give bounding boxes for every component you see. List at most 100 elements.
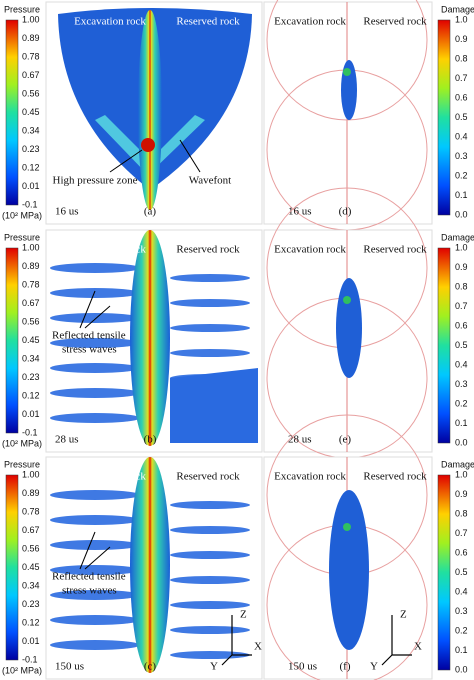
annotation: Wavefont (189, 175, 232, 187)
tick-label: 0.3 (455, 606, 468, 616)
tick-label: 0.56 (22, 88, 40, 98)
tick-label: 0.78 (22, 506, 40, 516)
wave-shell (50, 263, 140, 273)
wave-shell (170, 626, 250, 634)
wave-shell (50, 288, 140, 298)
arrow (79, 290, 96, 329)
colorbar-title: Damage (441, 4, 474, 14)
colorbar (5, 474, 19, 661)
axis-label: Z (400, 609, 407, 621)
tick-label: 0.9 (455, 262, 468, 272)
region-label: Reserved rock (363, 244, 427, 256)
tick-label: 0.12 (22, 390, 40, 400)
wave-shell (50, 338, 140, 348)
tick-label: 0.12 (22, 162, 40, 172)
tick-label: 0.45 (22, 562, 40, 572)
colorbar (5, 247, 19, 434)
tick-label: 1.0 (455, 469, 468, 479)
panel-tag: (b) (144, 434, 157, 446)
wave-shell (170, 274, 250, 282)
tick-label: 0.78 (22, 279, 40, 289)
tick-label: 0.4 (455, 131, 468, 141)
axis-label: X (414, 641, 422, 653)
tick-label: 1.00 (22, 14, 40, 24)
region-label: Excavation rock (274, 471, 346, 483)
panel-tag: (f) (340, 661, 351, 673)
tick-label: 0.01 (22, 181, 40, 191)
tick-label: 0.6 (455, 547, 468, 557)
damage-zone (336, 278, 362, 378)
high-pressure-spot (141, 138, 155, 152)
wave-shell (50, 565, 140, 575)
tick-label: 0.7 (455, 301, 468, 311)
tick-label: 0.9 (455, 489, 468, 499)
arrow (109, 149, 143, 173)
wave-shell (50, 490, 140, 500)
panel-tag: (e) (339, 434, 352, 446)
tick-label: 0.0 (455, 437, 468, 447)
tick-label: 0.01 (22, 409, 40, 419)
tick-label: 0.8 (455, 508, 468, 518)
annotation: High pressure zone (53, 175, 138, 187)
tick-label: 0.45 (22, 335, 40, 345)
axis-label: Y (210, 661, 218, 673)
colorbar-title: Pressure (4, 4, 40, 14)
damage-top (343, 68, 351, 76)
tick-label: 1.00 (22, 469, 40, 479)
annotation: Reflected tensile (52, 571, 126, 583)
outline (266, 0, 428, 121)
region-label: Reserved rock (176, 471, 240, 483)
tick-label: 0.1 (455, 645, 468, 655)
wave-shell (170, 526, 250, 534)
tick-label: 0.89 (22, 33, 40, 43)
axis-label: Z (240, 609, 247, 621)
region-label: Reserved rock (363, 471, 427, 483)
tick-label: 0.89 (22, 261, 40, 271)
tick-label: 0.34 (22, 353, 40, 363)
axis-label: Y (370, 661, 378, 673)
region-label: Excavation rock (74, 244, 146, 256)
tick-label: 1.0 (455, 14, 468, 24)
wave-shell (170, 551, 250, 559)
arrow (84, 546, 111, 570)
wave-shell (170, 501, 250, 509)
tick-label: 0.67 (22, 525, 40, 535)
tick-label: 0.6 (455, 320, 468, 330)
colorbar-unit: (10² MPa) (2, 665, 42, 675)
annotation: stress waves (62, 585, 117, 597)
tick-label: 0.7 (455, 528, 468, 538)
wave-shell (170, 601, 250, 609)
region-label: Reserved rock (363, 16, 427, 28)
region-label: Excavation rock (274, 244, 346, 256)
time-label: 150 us (55, 661, 84, 673)
damage-column (138, 10, 162, 210)
tick-label: 0.23 (22, 599, 40, 609)
tick-label: 0.01 (22, 636, 40, 646)
tick-label: 0.4 (455, 586, 468, 596)
tick-label: 0.5 (455, 340, 468, 350)
tick-label: 0.34 (22, 125, 40, 135)
tick-label: 0.1 (455, 418, 468, 428)
colorbar-unit: (10² MPa) (2, 210, 42, 220)
tick-label: 0.89 (22, 488, 40, 498)
colorbar (437, 247, 451, 444)
colorbar-title: Pressure (4, 232, 40, 242)
tick-label: 0.8 (455, 281, 468, 291)
region-label: Excavation rock (274, 16, 346, 28)
tick-label: 0.0 (455, 664, 468, 674)
wave-shell (50, 540, 140, 550)
time-label: 16 us (55, 206, 79, 218)
tick-label: 0.67 (22, 298, 40, 308)
wave-shell (50, 363, 140, 373)
arrow (179, 139, 201, 173)
wave-shell (170, 299, 250, 307)
colorbar-title: Pressure (4, 459, 40, 469)
tick-label: -0.1 (22, 199, 38, 209)
wave-shell (50, 413, 140, 423)
colorbar-title: Damage (441, 232, 474, 242)
